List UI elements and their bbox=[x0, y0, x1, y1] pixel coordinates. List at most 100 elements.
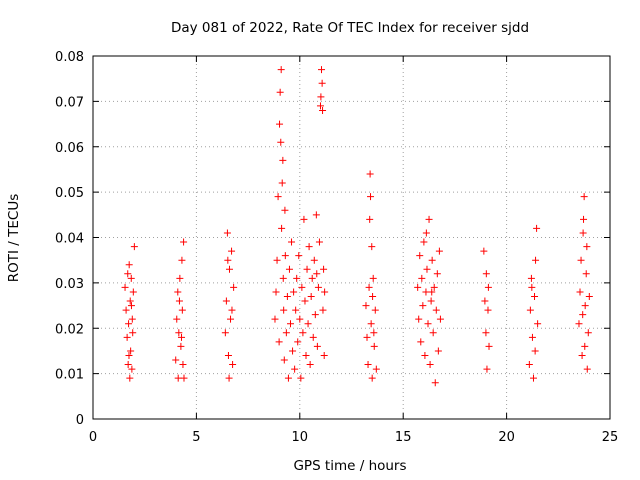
data-point bbox=[223, 229, 231, 237]
y-tick-label: 0.08 bbox=[55, 50, 84, 65]
data-point bbox=[365, 283, 373, 291]
data-point bbox=[579, 311, 587, 319]
x-tick-label: 5 bbox=[192, 430, 200, 445]
data-point bbox=[281, 206, 289, 214]
data-point bbox=[318, 79, 326, 87]
data-point bbox=[283, 292, 291, 300]
data-point bbox=[363, 333, 371, 341]
data-point bbox=[125, 320, 133, 328]
data-point bbox=[279, 156, 287, 164]
data-point bbox=[295, 252, 303, 260]
data-point bbox=[285, 265, 293, 273]
data-point bbox=[122, 306, 130, 314]
y-tick-label: 0.06 bbox=[55, 141, 84, 156]
data-point bbox=[222, 297, 230, 305]
data-point bbox=[532, 256, 540, 264]
data-point bbox=[277, 138, 285, 146]
data-point bbox=[418, 274, 426, 282]
data-point bbox=[484, 306, 492, 314]
y-tick-label: 0.02 bbox=[55, 322, 84, 337]
data-point bbox=[304, 320, 312, 328]
data-point bbox=[224, 256, 232, 264]
data-point bbox=[278, 179, 286, 187]
data-point bbox=[227, 315, 235, 323]
data-point bbox=[126, 374, 134, 382]
data-point bbox=[297, 374, 305, 382]
data-point bbox=[482, 329, 490, 337]
data-point bbox=[583, 365, 591, 373]
data-point bbox=[296, 315, 304, 323]
data-point bbox=[429, 329, 437, 337]
data-point bbox=[370, 342, 378, 350]
data-point bbox=[271, 315, 279, 323]
data-point bbox=[177, 342, 185, 350]
data-point bbox=[415, 315, 423, 323]
data-point bbox=[307, 292, 315, 300]
data-point bbox=[575, 320, 583, 328]
data-point bbox=[178, 256, 186, 264]
data-point bbox=[480, 247, 488, 255]
data-point bbox=[294, 338, 302, 346]
data-point bbox=[302, 351, 310, 359]
data-point bbox=[484, 283, 492, 291]
chart-title: Day 081 of 2022, Rate Of TEC Index for r… bbox=[171, 20, 529, 36]
data-point bbox=[172, 356, 180, 364]
y-tick-label: 0 bbox=[76, 413, 84, 428]
data-point bbox=[175, 297, 183, 305]
y-tick-label: 0.05 bbox=[55, 186, 84, 201]
x-tick-label: 25 bbox=[602, 430, 619, 445]
data-point bbox=[225, 265, 233, 273]
data-point bbox=[125, 351, 133, 359]
data-point bbox=[528, 283, 536, 291]
data-point bbox=[229, 361, 237, 369]
y-tick-label: 0.07 bbox=[55, 95, 84, 110]
x-axis-label: GPS time / hours bbox=[293, 458, 406, 474]
data-point bbox=[578, 351, 586, 359]
data-point bbox=[369, 292, 377, 300]
data-point bbox=[369, 274, 377, 282]
data-point bbox=[527, 274, 535, 282]
data-point bbox=[230, 283, 238, 291]
x-tick-label: 10 bbox=[292, 430, 309, 445]
data-point bbox=[485, 342, 493, 350]
data-point bbox=[531, 292, 539, 300]
data-point bbox=[577, 256, 585, 264]
data-point bbox=[482, 270, 490, 278]
data-point bbox=[309, 333, 317, 341]
data-point bbox=[221, 329, 229, 337]
data-point bbox=[306, 361, 314, 369]
data-point bbox=[315, 238, 323, 246]
data-point bbox=[178, 306, 186, 314]
data-point bbox=[123, 333, 131, 341]
data-point bbox=[581, 302, 589, 310]
data-point bbox=[278, 224, 286, 232]
data-point bbox=[277, 66, 285, 74]
data-point bbox=[276, 120, 284, 128]
data-points bbox=[121, 66, 593, 387]
data-point bbox=[312, 211, 320, 219]
data-point bbox=[313, 270, 321, 278]
data-point bbox=[417, 338, 425, 346]
data-point bbox=[436, 315, 444, 323]
data-point bbox=[318, 66, 326, 74]
data-point bbox=[273, 256, 281, 264]
data-point bbox=[428, 256, 436, 264]
data-point bbox=[433, 270, 441, 278]
data-point bbox=[176, 274, 184, 282]
data-point bbox=[481, 297, 489, 305]
data-point bbox=[371, 306, 379, 314]
data-point bbox=[290, 288, 298, 296]
data-point bbox=[431, 379, 439, 387]
data-point bbox=[314, 283, 322, 291]
data-point bbox=[128, 315, 136, 323]
data-point bbox=[279, 274, 287, 282]
data-point bbox=[124, 361, 132, 369]
data-point bbox=[317, 93, 325, 101]
data-point bbox=[421, 351, 429, 359]
y-tick-label: 0.04 bbox=[55, 232, 84, 247]
data-point bbox=[319, 306, 327, 314]
data-point bbox=[525, 361, 533, 369]
data-point bbox=[292, 306, 300, 314]
data-point bbox=[581, 342, 589, 350]
data-point bbox=[298, 283, 306, 291]
